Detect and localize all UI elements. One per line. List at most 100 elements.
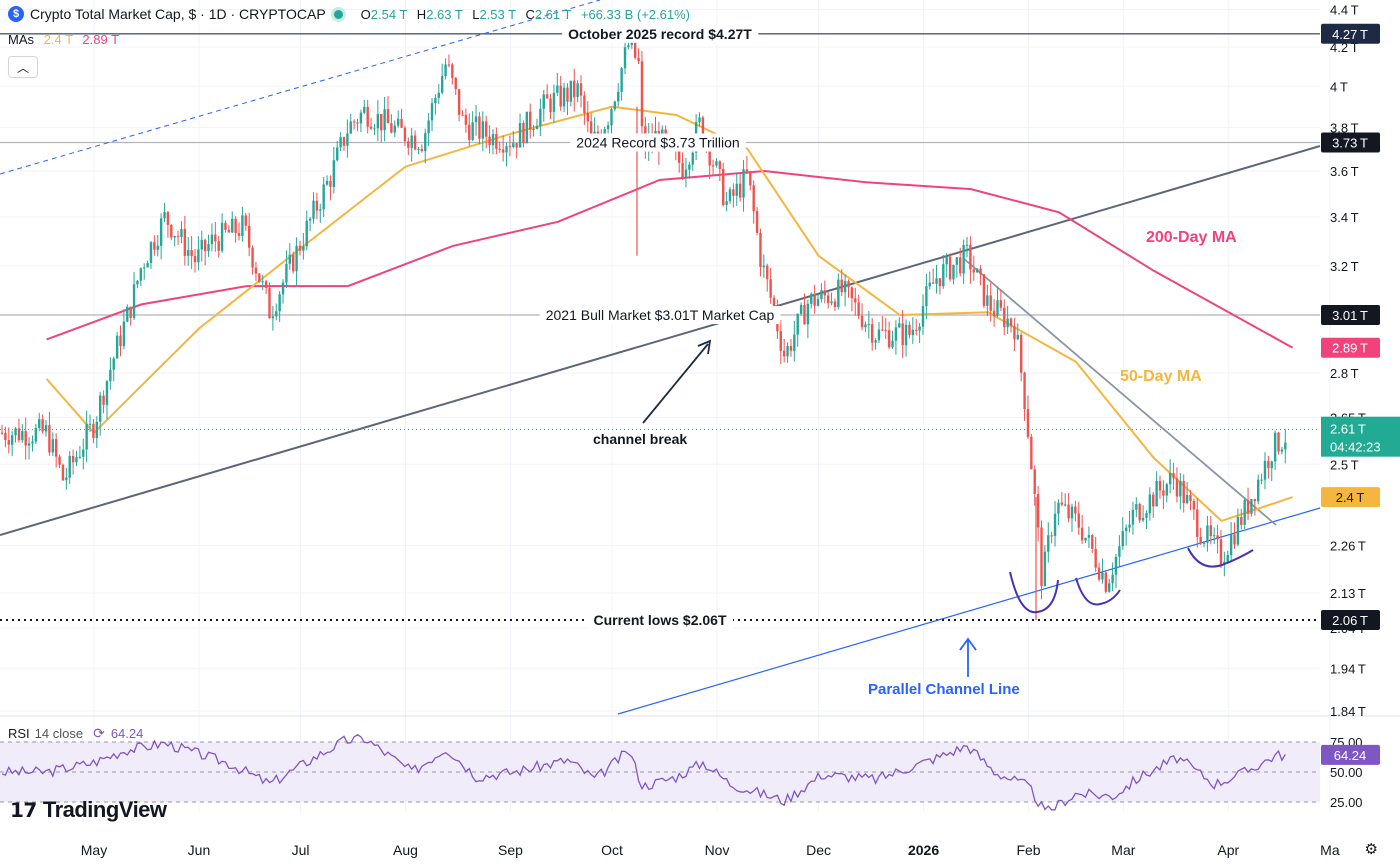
candle-body <box>369 126 373 129</box>
candle-body <box>366 106 369 127</box>
candle-body <box>1202 542 1206 544</box>
candle-body <box>1212 535 1216 537</box>
candle-body <box>725 201 728 205</box>
candle-body <box>251 247 254 268</box>
candle-body <box>996 300 999 316</box>
candle-body <box>1263 460 1267 480</box>
candle-body <box>1260 479 1263 481</box>
level-label: October 2025 record $4.27T <box>568 26 752 42</box>
close-label: C <box>525 6 535 22</box>
candle-body <box>1284 442 1287 450</box>
axes: 4.4 T 4.2 T 4 T 3.8 T 3.6 T 3.4 T 3.2 T 2.8 T 2.… <box>81 3 1400 858</box>
candle-body <box>207 244 210 252</box>
candle-body <box>75 457 78 463</box>
candle-body <box>234 218 237 234</box>
candle-body <box>1047 535 1050 552</box>
candle-body <box>972 269 975 273</box>
refresh-icon[interactable]: ⟳ <box>93 725 105 741</box>
price-tick-label: 1.84 T <box>1330 704 1366 719</box>
candle-body <box>850 287 854 299</box>
candle-body <box>999 300 1003 308</box>
time-tick-label: Nov <box>705 842 730 858</box>
candle-body <box>332 160 336 187</box>
candle-body <box>437 92 440 98</box>
candle-body <box>867 324 871 326</box>
candle-body <box>1019 334 1023 373</box>
candle-body <box>264 281 268 289</box>
candle-body <box>884 329 887 331</box>
tradingview-logo[interactable]: 𝟭𝟳 TradingView <box>10 797 167 823</box>
candle-body <box>214 234 217 242</box>
record2024-price-tag-bg <box>1321 132 1380 153</box>
last-price-tag-bg <box>1321 416 1400 457</box>
candle-body <box>1033 469 1036 494</box>
candle-body <box>989 295 992 311</box>
candle-body <box>139 268 143 281</box>
candle-body <box>515 143 518 148</box>
candle-body <box>424 133 427 152</box>
candle-body <box>193 256 197 263</box>
rsi-value-tag: 64.24 <box>1334 748 1367 763</box>
bottom-curve <box>1075 577 1121 606</box>
candle-body <box>1094 548 1097 568</box>
level-label: 2024 Record $3.73 Trillion <box>576 135 739 151</box>
symbol-title[interactable]: Crypto Total Market Cap, $ · 1D · CRYPTO… <box>30 6 326 22</box>
candle-body <box>782 350 786 357</box>
ma200-legend-value: 2.89 T <box>82 32 120 47</box>
candle-body <box>132 284 136 318</box>
candle-body <box>796 313 799 335</box>
gear-icon[interactable]: ⚙ <box>1364 841 1378 858</box>
moving-averages-legend[interactable]: MAs 2.4 T 2.89 T <box>8 32 119 47</box>
candle-body <box>122 321 126 347</box>
candle-body <box>166 212 170 225</box>
level-label-bg <box>562 24 759 43</box>
candle-body <box>904 324 908 346</box>
annotations: October 2025 record $4.27T 2024 Record $3… <box>539 24 1254 698</box>
close-value: 2.61 T <box>534 6 572 22</box>
candle-body <box>1189 494 1192 502</box>
price-tick-label: 2.5 T <box>1330 457 1359 472</box>
candle-body <box>258 273 261 283</box>
collapse-legend-button[interactable]: ︿ <box>8 56 38 78</box>
candle-body <box>779 331 782 351</box>
candle-body <box>640 61 644 127</box>
price-tick-label: 2.8 T <box>1330 366 1359 381</box>
time-tick-label: Sep <box>498 842 523 858</box>
candle-body <box>136 280 139 285</box>
candle-body <box>864 324 867 328</box>
candle-body <box>1219 539 1223 565</box>
candle-body <box>203 239 207 252</box>
candle-body <box>1097 567 1101 580</box>
candle-body <box>1053 513 1057 537</box>
candle-body <box>149 242 153 264</box>
candle-body <box>268 288 271 319</box>
candle-body <box>799 304 803 314</box>
candle-body <box>129 306 132 318</box>
candle-body <box>1101 572 1104 580</box>
candle-body <box>1084 537 1087 541</box>
candle-body <box>891 340 894 348</box>
rsi-header[interactable]: RSI 14 close ⟳ 64.24 <box>8 725 143 742</box>
ma50-price-tag-bg <box>1321 487 1380 508</box>
time-tick-label: Mar <box>1111 842 1135 858</box>
low-label: L <box>472 6 480 22</box>
candle-body <box>363 106 366 113</box>
candle-body <box>586 113 589 122</box>
candle-body <box>1043 551 1047 587</box>
candle-body <box>1135 504 1138 510</box>
candle-body <box>837 279 840 308</box>
candle-body <box>1196 509 1199 537</box>
candle-body <box>749 171 752 186</box>
candle-body <box>305 220 308 247</box>
price-tick-label: 4.4 T <box>1330 3 1359 18</box>
candle-body <box>552 92 556 112</box>
candle-body <box>1209 525 1213 537</box>
candle-body <box>603 129 606 138</box>
rsi-value: 64.24 <box>110 726 144 741</box>
candle-body <box>339 137 342 148</box>
candle-body <box>468 124 471 140</box>
candle-body <box>143 267 146 269</box>
candle-body <box>1067 504 1070 519</box>
candle-body <box>0 432 4 434</box>
